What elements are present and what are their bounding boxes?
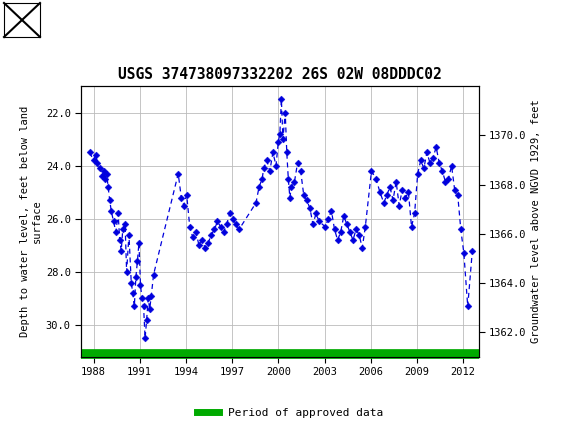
Text: USGS: USGS: [48, 10, 108, 30]
Legend: Period of approved data: Period of approved data: [193, 403, 387, 422]
Title: USGS 374738097332202 26S 02W 08DDDC02: USGS 374738097332202 26S 02W 08DDDC02: [118, 67, 442, 82]
Bar: [4, 3, 40, 37]
Y-axis label: Groundwater level above NGVD 1929, feet: Groundwater level above NGVD 1929, feet: [531, 100, 541, 343]
Y-axis label: Depth to water level, feet below land
surface: Depth to water level, feet below land su…: [20, 106, 42, 337]
